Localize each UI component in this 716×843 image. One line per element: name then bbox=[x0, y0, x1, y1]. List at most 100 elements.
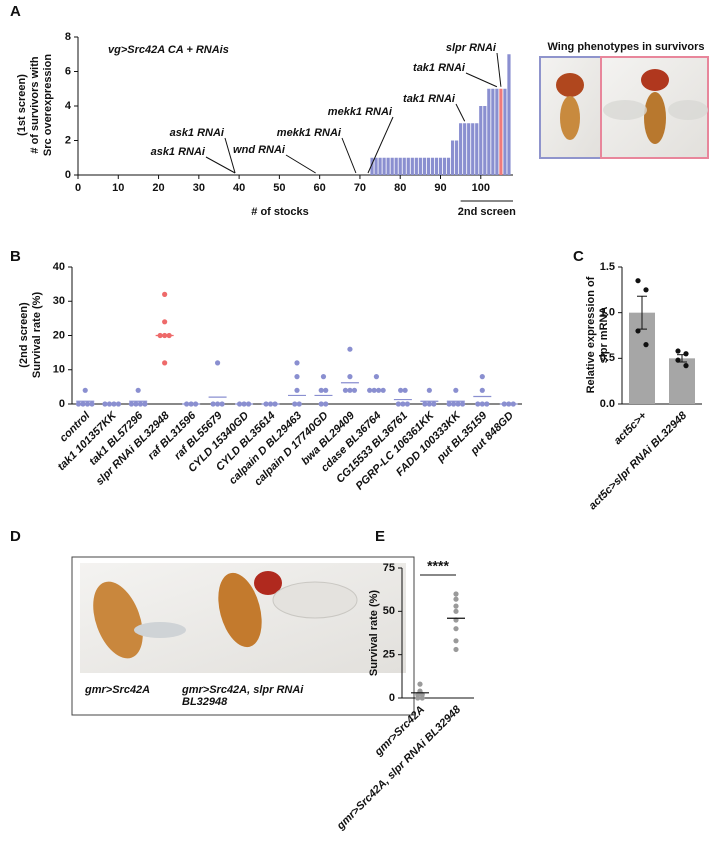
fly-body bbox=[93, 581, 143, 659]
fly-wing bbox=[272, 581, 358, 619]
data-point bbox=[479, 387, 485, 393]
panel-label: C bbox=[573, 248, 584, 265]
data-point bbox=[296, 401, 302, 407]
inset-title: Wing phenotypes in survivors bbox=[548, 41, 705, 53]
bar bbox=[487, 88, 491, 175]
y-tick-label: 4 bbox=[65, 100, 72, 112]
x-tick-label: 90 bbox=[434, 182, 446, 194]
bar bbox=[406, 157, 410, 175]
data-point bbox=[89, 401, 95, 407]
data-point bbox=[453, 596, 459, 602]
panel-label: D bbox=[10, 528, 21, 545]
data-point bbox=[323, 401, 329, 407]
bar bbox=[374, 157, 378, 175]
y-tick-label: 30 bbox=[53, 295, 65, 307]
x-tick-label: 30 bbox=[193, 182, 205, 194]
data-point bbox=[75, 401, 82, 407]
y-tick-label: 1.5 bbox=[600, 261, 615, 273]
data-point bbox=[479, 401, 485, 407]
data-point bbox=[415, 695, 421, 701]
data-point bbox=[398, 387, 404, 393]
bar bbox=[418, 157, 422, 175]
data-point bbox=[643, 287, 649, 293]
y-axis-label: (1st screen) bbox=[16, 74, 28, 136]
x-tick-label: 0 bbox=[75, 182, 81, 194]
bar bbox=[499, 88, 503, 175]
annotation: slpr RNAi bbox=[446, 42, 497, 54]
data-point bbox=[426, 387, 432, 393]
y-tick-label: 2 bbox=[65, 134, 71, 146]
bar bbox=[475, 123, 479, 175]
data-point bbox=[133, 401, 139, 407]
fly-wing bbox=[668, 100, 708, 120]
y-tick-label: 25 bbox=[383, 649, 395, 661]
fly-head bbox=[254, 571, 282, 595]
fly-body bbox=[644, 92, 666, 144]
panel-label: B bbox=[10, 248, 21, 265]
bar bbox=[386, 157, 390, 175]
data-point bbox=[453, 387, 459, 393]
x-tick-label: 50 bbox=[273, 182, 285, 194]
bar bbox=[491, 88, 495, 175]
annotation: mekk1 RNAi bbox=[328, 106, 393, 118]
significance: **** bbox=[427, 558, 449, 574]
bar bbox=[450, 140, 455, 175]
y-tick-label: 0.0 bbox=[600, 398, 615, 410]
data-point bbox=[347, 387, 353, 393]
y-tick-label: 8 bbox=[65, 31, 71, 43]
data-point bbox=[484, 401, 490, 407]
data-point bbox=[318, 401, 324, 407]
x-tick-label: 80 bbox=[394, 182, 406, 194]
data-point bbox=[683, 351, 689, 357]
bar bbox=[438, 157, 443, 175]
y-tick-label: 0 bbox=[65, 169, 71, 181]
y-axis-label: Src overexpression bbox=[42, 54, 54, 156]
y-tick-label: 10 bbox=[53, 364, 65, 376]
y-tick-label: 6 bbox=[65, 65, 71, 77]
bar bbox=[467, 123, 471, 175]
annotation-arrow bbox=[367, 116, 394, 174]
data-point bbox=[446, 401, 452, 407]
data-point bbox=[80, 401, 86, 407]
bar bbox=[455, 140, 459, 175]
bar bbox=[394, 157, 398, 175]
bar bbox=[446, 157, 451, 175]
data-point bbox=[479, 374, 485, 380]
data-point bbox=[135, 387, 141, 393]
panel-label: E bbox=[375, 528, 385, 545]
data-point bbox=[419, 695, 425, 701]
y-tick-label: 20 bbox=[53, 329, 65, 341]
x-tick-label: 70 bbox=[354, 182, 366, 194]
bar bbox=[398, 157, 402, 175]
data-point bbox=[426, 401, 432, 407]
bar bbox=[459, 123, 463, 175]
y-tick-label: 0.5 bbox=[600, 352, 615, 364]
annotation-arrow bbox=[285, 154, 316, 174]
fly-body bbox=[218, 572, 262, 648]
bar bbox=[410, 157, 414, 175]
data-point bbox=[395, 401, 401, 407]
bar bbox=[669, 358, 695, 404]
fly-wing bbox=[603, 100, 647, 120]
data-point bbox=[162, 360, 168, 366]
y-axis-label: Survival rate (%) bbox=[31, 292, 43, 379]
caption: gmr>Src42A bbox=[85, 684, 151, 696]
bar bbox=[471, 123, 475, 175]
x-tick-label: 40 bbox=[233, 182, 245, 194]
fly-wing bbox=[134, 622, 186, 638]
y-axis-label: Survival rate (%) bbox=[368, 590, 380, 677]
data-point bbox=[450, 401, 457, 407]
y-axis-label: slpr mRNA bbox=[598, 307, 610, 364]
fly-body bbox=[560, 96, 580, 140]
bar bbox=[483, 106, 487, 175]
bar bbox=[503, 88, 507, 175]
bracket-label: 2nd screen bbox=[458, 206, 516, 218]
x-tick-label: 100 bbox=[472, 182, 490, 194]
fly-head bbox=[641, 69, 669, 91]
x-axis-label: # of stocks bbox=[251, 206, 308, 218]
panel-label: A bbox=[10, 3, 21, 20]
fly-head bbox=[556, 73, 584, 97]
y-tick-label: 0 bbox=[59, 398, 65, 410]
bar bbox=[370, 157, 374, 175]
data-point bbox=[675, 357, 681, 363]
